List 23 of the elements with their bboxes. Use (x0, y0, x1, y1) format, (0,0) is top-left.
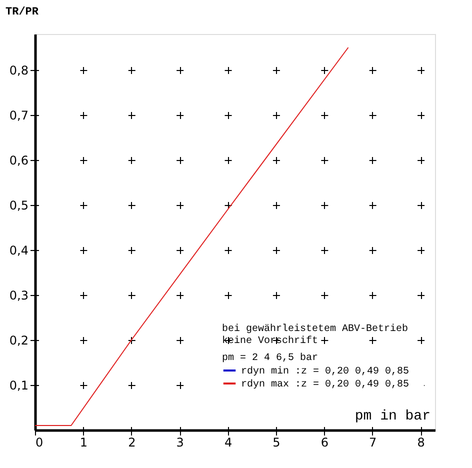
x-tick-label: 7 (369, 436, 377, 450)
legend-title: pm = 2 4 6,5 bar (222, 352, 318, 364)
x-axis-title: pm in bar (354, 408, 430, 424)
legend-label: rdyn min :z = 0,20 0,49 0,85 (241, 366, 410, 378)
legend-label: rdyn max :z = 0,20 0,49 0,85 (241, 378, 410, 390)
x-tick-label: 4 (224, 436, 232, 450)
y-tick-label: 0,7 (9, 108, 28, 122)
x-tick-label: 8 (417, 436, 425, 450)
y-tick-label: 0,3 (9, 288, 28, 302)
x-tick-label: 1 (80, 436, 88, 450)
y-tick-label: 0,1 (9, 378, 28, 392)
y-axis-title: TR/PR (6, 6, 39, 18)
y-tick-label: 0,2 (9, 334, 28, 348)
x-tick-label: 2 (128, 436, 136, 450)
annotation: bei gewährleistetem ABV-Betrieb (222, 323, 408, 335)
y-tick-label: 0,6 (9, 154, 28, 168)
x-tick-label: 5 (272, 436, 280, 450)
x-tick-label: 3 (176, 436, 184, 450)
x-tick-label: 6 (320, 436, 328, 450)
y-tick-label: 0,5 (9, 198, 28, 212)
y-tick-label: 0,4 (9, 244, 28, 258)
y-tick-label: 0,8 (9, 64, 28, 78)
x-tick-label: 0 (36, 436, 44, 450)
